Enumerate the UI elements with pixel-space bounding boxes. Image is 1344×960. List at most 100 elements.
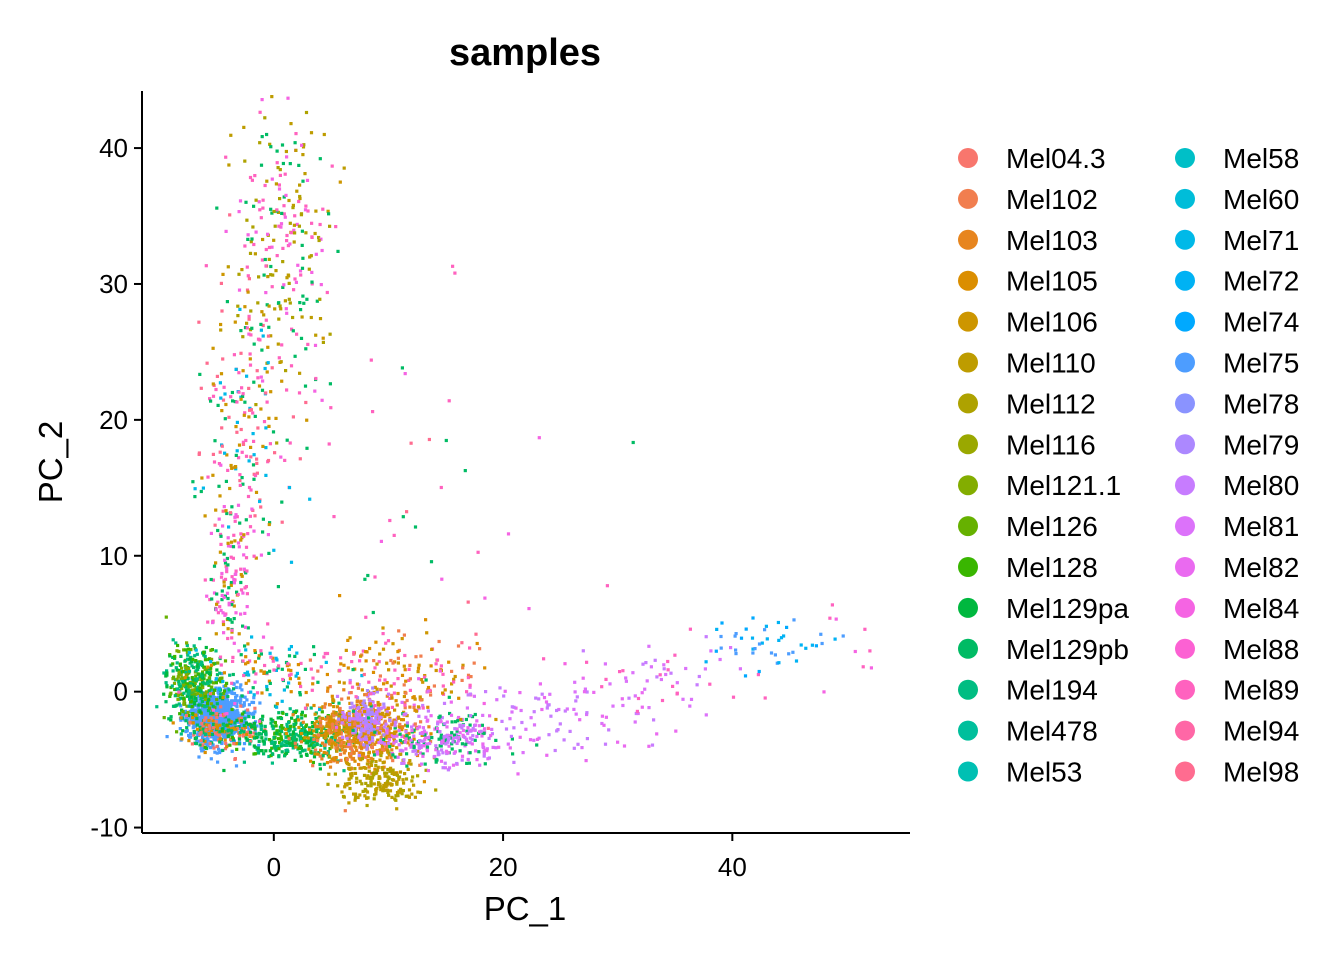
data-point: [412, 695, 416, 699]
data-point: [269, 264, 273, 269]
data-point: [468, 736, 472, 740]
data-point: [400, 734, 404, 738]
data-point: [215, 697, 219, 702]
data-point: [445, 734, 449, 738]
data-point: [378, 674, 382, 678]
data-point: [212, 460, 217, 464]
data-point: [173, 678, 178, 682]
data-point: [655, 675, 659, 679]
data-point: [357, 756, 361, 760]
legend-label: Mel110: [1006, 348, 1096, 379]
data-point: [407, 736, 411, 740]
data-point: [819, 632, 823, 636]
data-point: [210, 685, 214, 689]
data-point: [555, 708, 559, 713]
data-point: [189, 700, 193, 704]
data-point: [190, 742, 194, 746]
data-point: [243, 305, 247, 309]
data-point: [359, 699, 363, 703]
data-point: [226, 734, 230, 739]
data-point: [349, 745, 353, 749]
data-point: [369, 692, 373, 696]
data-point: [182, 691, 186, 695]
data-point: [196, 713, 200, 717]
data-point: [226, 715, 230, 719]
data-point: [375, 769, 379, 773]
data-point: [358, 793, 362, 797]
data-point: [285, 311, 289, 315]
data-point: [450, 682, 454, 686]
data-point: [327, 772, 331, 776]
data-point: [405, 721, 409, 725]
data-point: [371, 670, 376, 674]
data-point: [460, 726, 464, 730]
data-point: [402, 683, 406, 687]
data-point: [203, 658, 208, 662]
data-point: [267, 245, 272, 250]
data-point: [339, 656, 343, 660]
data-point: [230, 628, 234, 632]
data-point: [239, 573, 243, 577]
data-point: [235, 430, 239, 434]
data-point: [246, 708, 250, 712]
data-point: [397, 724, 401, 728]
data-point: [203, 673, 207, 677]
data-point: [253, 736, 257, 740]
data-point: [162, 671, 166, 675]
data-point: [194, 679, 198, 683]
data-point: [509, 734, 513, 738]
data-point: [453, 727, 457, 731]
data-point: [388, 789, 393, 793]
data-point: [580, 746, 584, 750]
data-point: [261, 714, 265, 718]
data-point: [384, 722, 388, 726]
data-point: [360, 674, 364, 678]
data-point: [311, 760, 315, 765]
data-point: [326, 689, 330, 693]
data-point: [393, 724, 397, 728]
data-point: [201, 735, 205, 739]
data-point: [317, 235, 321, 240]
data-point: [181, 710, 185, 714]
data-point: [468, 683, 472, 687]
data-point: [207, 715, 211, 720]
data-point: [782, 634, 786, 638]
data-point: [378, 678, 382, 682]
data-point: [198, 732, 202, 736]
data-point: [345, 736, 349, 740]
data-point: [483, 666, 487, 670]
data-point: [288, 724, 293, 728]
data-point: [250, 178, 254, 182]
data-point: [225, 712, 229, 716]
data-point: [279, 735, 283, 739]
data-point: [331, 718, 335, 722]
data-point: [494, 717, 498, 722]
data-point: [277, 754, 281, 758]
data-point: [734, 632, 738, 636]
data-point: [776, 620, 780, 625]
data-point: [403, 740, 407, 744]
data-point: [328, 747, 332, 751]
data-point: [238, 483, 242, 487]
data-point: [251, 667, 255, 671]
data-point: [581, 676, 585, 680]
data-point: [188, 732, 193, 736]
data-point: [318, 222, 322, 227]
data-point: [312, 755, 317, 759]
data-point: [179, 718, 183, 722]
data-point: [205, 670, 209, 674]
data-point: [282, 688, 286, 692]
data-point: [213, 731, 217, 735]
data-point: [268, 693, 272, 697]
data-point: [532, 710, 536, 714]
data-point: [228, 743, 232, 747]
data-point: [273, 307, 277, 311]
data-point: [288, 733, 292, 737]
data-point: [394, 699, 398, 703]
data-point: [216, 705, 220, 709]
data-point: [731, 695, 736, 699]
data-point: [186, 682, 190, 686]
data-point: [320, 757, 324, 761]
data-point: [305, 741, 310, 745]
data-point: [362, 672, 366, 677]
